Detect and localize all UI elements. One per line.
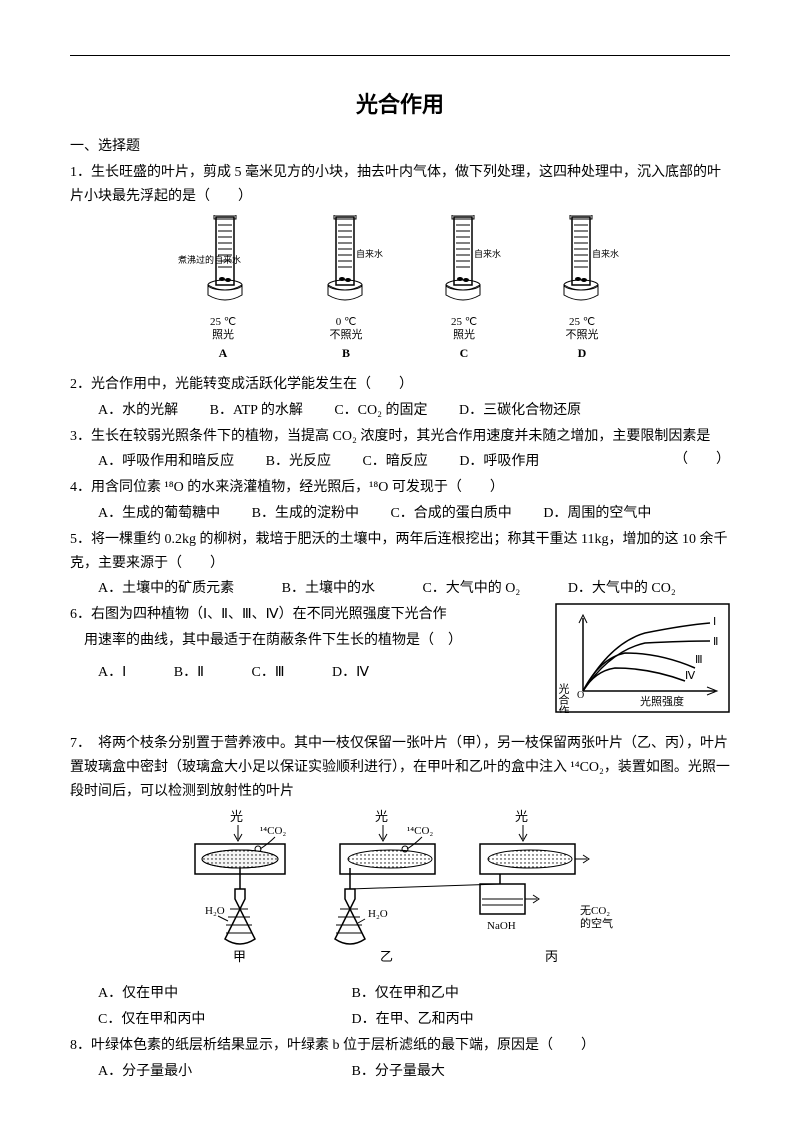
svg-text:自来水: 自来水: [592, 248, 619, 259]
q2-opt-c: C．CO₂ 的固定: [334, 399, 427, 423]
q5-opt-c: C．大气中的 O₂: [422, 577, 520, 601]
q1-tube-c: 自来水 25 ℃照光 C: [424, 215, 504, 363]
svg-text:NaOH: NaOH: [487, 920, 516, 932]
svg-text:光照强度: 光照强度: [640, 694, 684, 708]
q7-opt-c: C．仅在甲和丙中: [98, 1008, 348, 1032]
q6-stem-1: 6．右图为四种植物（Ⅰ、Ⅱ、Ⅲ、Ⅳ）在不同光照强度下光合作: [70, 603, 547, 627]
svg-text:Ⅲ: Ⅲ: [695, 654, 703, 666]
svg-text:甲: 甲: [233, 949, 246, 964]
svg-text:自来水: 自来水: [356, 248, 383, 259]
q3-opt-d: D．呼吸作用: [459, 450, 539, 474]
q1-stem: 1．生长旺盛的叶片，剪成 5 毫米见方的小块，抽去叶内气体，做下列处理，这四种处…: [70, 161, 730, 209]
q2-opt-b: B．ATP 的水解: [210, 399, 303, 423]
q6-options: A．Ⅰ B．Ⅱ C．Ⅲ D．Ⅳ: [70, 661, 547, 685]
q3-opt-c: C．暗反应: [362, 450, 427, 474]
top-rule: [70, 55, 730, 56]
q4-opt-a: A．生成的葡萄糖中: [98, 502, 220, 526]
q1-tube-d: 自来水 25 ℃不照光 D: [542, 215, 622, 363]
svg-text:煮沸过的自来水: 煮沸过的自来水: [178, 254, 241, 265]
page: 光合作用 一、选择题 1．生长旺盛的叶片，剪成 5 毫米见方的小块，抽去叶内气体…: [0, 0, 800, 1132]
q3-opt-b: B．光反应: [266, 450, 331, 474]
q3-options: A．呼吸作用和暗反应 B．光反应 C．暗反应 D．呼吸作用: [70, 450, 730, 474]
q1-figure: 煮沸过的自来水 25 ℃照光 A 自来水 0 ℃不照光 B: [70, 215, 730, 363]
q3-opt-a: A．呼吸作用和暗反应: [98, 450, 234, 474]
svg-text:光: 光: [375, 809, 388, 824]
q8-opt-a: A．分子量最小: [98, 1060, 348, 1084]
page-title: 光合作用: [70, 86, 730, 123]
svg-text:光: 光: [515, 809, 528, 824]
q6-opt-d: D．Ⅳ: [332, 661, 369, 685]
q7-opt-d: D．在甲、乙和丙中: [352, 1012, 474, 1027]
svg-text:¹⁴CO₂: ¹⁴CO₂: [260, 825, 286, 837]
q2-opt-a: A．水的光解: [98, 399, 178, 423]
q1-tube-a: 煮沸过的自来水 25 ℃照光 A: [178, 215, 268, 363]
q8-opt-b: B．分子量最大: [352, 1064, 445, 1079]
svg-text:丙: 丙: [545, 949, 558, 964]
q6-opt-a: A．Ⅰ: [98, 661, 126, 685]
q7-opt-b: B．仅在甲和乙中: [352, 986, 459, 1001]
svg-text:的空气: 的空气: [580, 916, 613, 930]
svg-text:Ⅱ: Ⅱ: [713, 636, 718, 648]
q8-options: A．分子量最小 B．分子量最大: [70, 1060, 730, 1084]
q1-tube-b: 自来水 0 ℃不照光 B: [306, 215, 386, 363]
q5-opt-b: B．土壤中的水: [282, 577, 375, 601]
section-heading: 一、选择题: [70, 135, 730, 159]
q5-opt-a: A．土壤中的矿质元素: [98, 577, 234, 601]
svg-text:Ⅳ: Ⅳ: [685, 670, 696, 682]
tube-icon: 自来水: [306, 215, 386, 310]
q4-stem: 4．用含同位素 ¹⁸O 的水来浇灌植物，经光照后，¹⁸O 可发现于（ ）: [70, 476, 730, 500]
q5-options: A．土壤中的矿质元素 B．土壤中的水 C．大气中的 O₂ D．大气中的 CO₂: [70, 577, 730, 601]
q4-opt-d: D．周围的空气中: [543, 502, 651, 526]
q7-options-2: C．仅在甲和丙中 D．在甲、乙和丙中: [70, 1008, 730, 1032]
svg-text:乙: 乙: [380, 949, 393, 964]
q3-stem: 3．生长在较弱光照条件下的植物，当提高 CO₂ 浓度时，其光合作用速度并未随之增…: [70, 425, 730, 449]
svg-text:Ⅰ: Ⅰ: [713, 616, 716, 628]
q8-stem: 8．叶绿体色素的纸层析结果显示，叶绿素 b 位于层析滤纸的最下端，原因是（ ）: [70, 1034, 730, 1058]
q6-stem-2: 用速率的曲线，其中最适于在荫蔽条件下生长的植物是（ ）: [70, 629, 547, 653]
svg-text:H₂O: H₂O: [205, 905, 225, 917]
q6-opt-b: B．Ⅱ: [174, 661, 204, 685]
svg-text:¹⁴CO₂: ¹⁴CO₂: [407, 825, 433, 837]
q2-stem: 2．光合作用中，光能转变成活跃化学能发生在（ ）: [70, 373, 730, 397]
q2-opt-d: D．三碳化合物还原: [459, 399, 581, 423]
svg-text:H₂O: H₂O: [368, 908, 388, 920]
svg-text:光: 光: [230, 809, 243, 824]
q5-opt-d: D．大气中的 CO₂: [568, 577, 676, 601]
tube-icon: 自来水: [424, 215, 504, 310]
q2-options: A．水的光解 B．ATP 的水解 C．CO₂ 的固定 D．三碳化合物还原: [70, 399, 730, 423]
q6: 6．右图为四种植物（Ⅰ、Ⅱ、Ⅲ、Ⅳ）在不同光照强度下光合作 用速率的曲线，其中最…: [70, 603, 730, 722]
tube-icon: 自来水: [542, 215, 622, 310]
q4-opt-b: B．生成的淀粉中: [252, 502, 359, 526]
q7-stem: 7． 将两个枝条分别置于营养液中。其中一枝仅保留一张叶片（甲），另一枝保留两张叶…: [70, 732, 730, 803]
q7-figure: 光 ¹⁴CO₂ H₂O 甲 光 ¹⁴CO₂: [70, 809, 730, 974]
q4-options: A．生成的葡萄糖中 B．生成的淀粉中 C．合成的蛋白质中 D．周围的空气中: [70, 502, 730, 526]
svg-text:光合作用速率: 光合作用速率: [557, 682, 570, 713]
q6-graph: Ⅰ Ⅱ Ⅲ Ⅳ O 光合作用速率 光照强度: [555, 603, 730, 722]
q4-opt-c: C．合成的蛋白质中: [390, 502, 511, 526]
q5-stem: 5．将一棵重约 0.2kg 的柳树，栽培于肥沃的土壤中，两年后连根挖出；称其干重…: [70, 528, 730, 576]
q7-options-1: A．仅在甲中 B．仅在甲和乙中: [70, 982, 730, 1006]
q6-opt-c: C．Ⅲ: [251, 661, 284, 685]
svg-text:自来水: 自来水: [474, 248, 501, 259]
q7-opt-a: A．仅在甲中: [98, 982, 348, 1006]
svg-text:无CO₂: 无CO₂: [580, 905, 610, 917]
svg-text:O: O: [577, 690, 584, 701]
tube-icon: 煮沸过的自来水: [178, 215, 268, 310]
